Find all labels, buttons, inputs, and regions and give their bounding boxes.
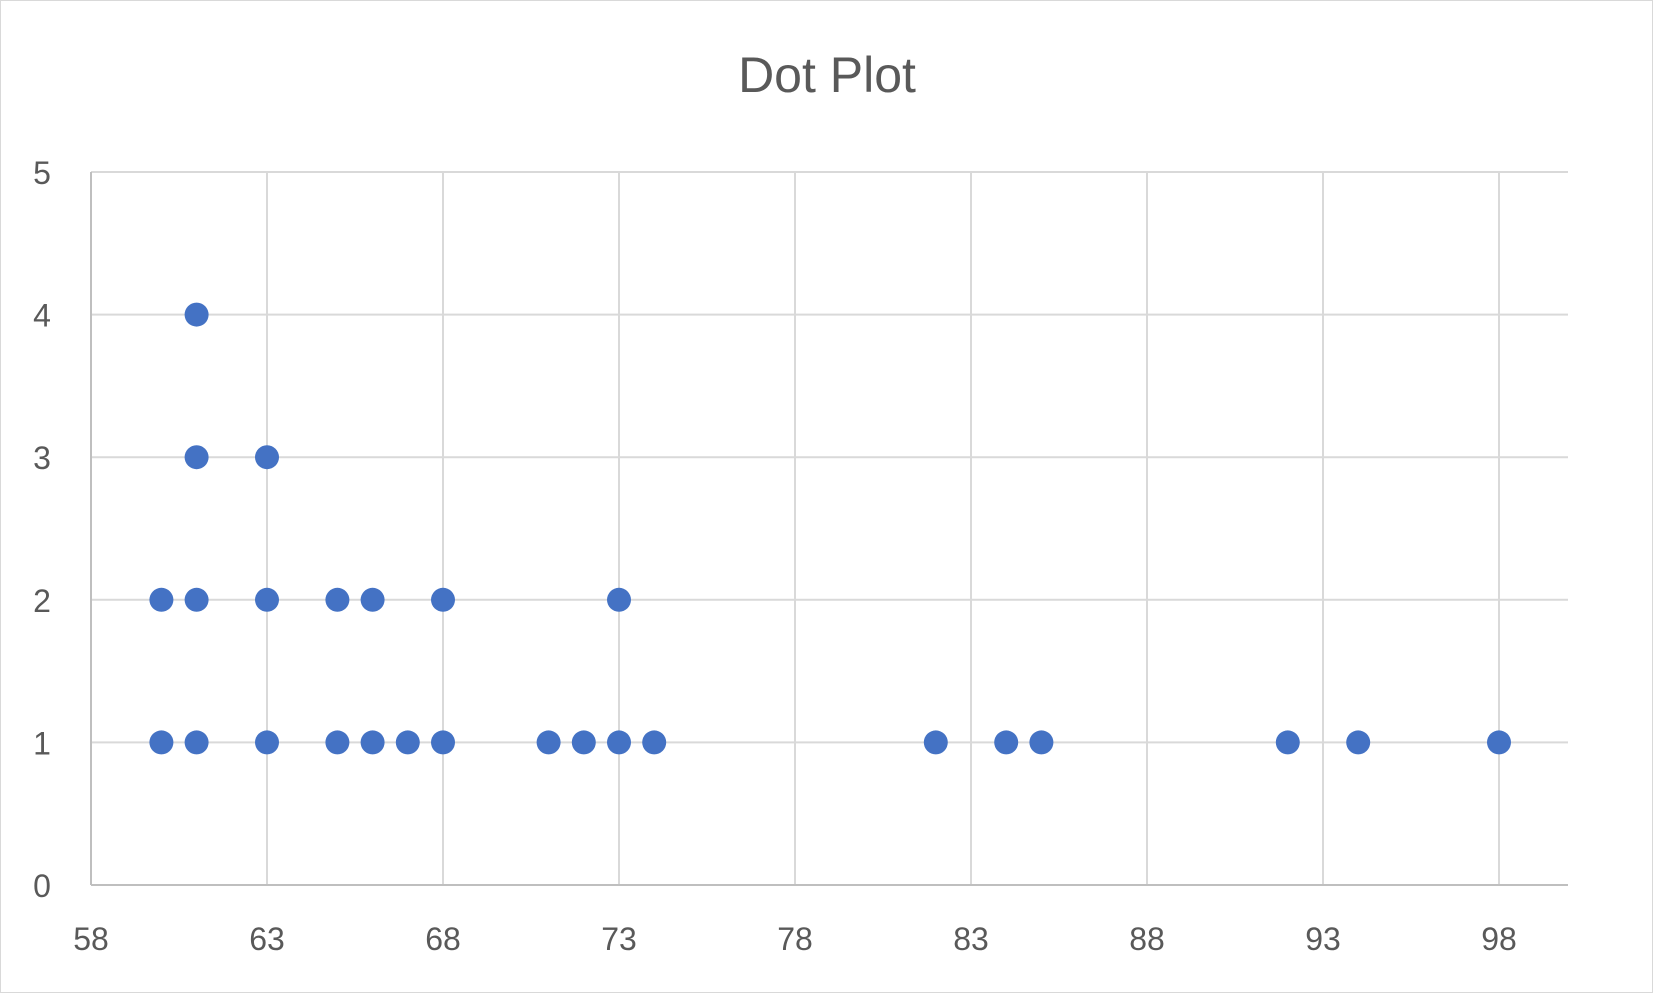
- data-point: [360, 730, 385, 755]
- data-point: [184, 587, 209, 612]
- x-tick-label: 73: [601, 921, 637, 957]
- data-point: [149, 587, 174, 612]
- y-tick-label: 0: [33, 868, 51, 904]
- y-tick-label: 3: [33, 440, 51, 476]
- data-point: [255, 445, 279, 470]
- x-tick-label: 88: [1129, 921, 1165, 957]
- x-tick-label: 83: [953, 921, 989, 957]
- data-point: [1487, 730, 1511, 755]
- data-point: [431, 587, 455, 612]
- data-point: [571, 730, 596, 755]
- y-tick-label: 5: [33, 155, 51, 191]
- data-point: [360, 587, 385, 612]
- data-point: [642, 730, 667, 755]
- x-tick-label: 78: [777, 921, 813, 957]
- tick-labels: 0 1 2 3 4 5 58 63 68 73 78 83 88 93 98: [33, 155, 1517, 957]
- data-point: [994, 730, 1019, 755]
- data-point: [1346, 730, 1371, 755]
- axes: [90, 172, 1568, 886]
- data-point: [1029, 730, 1054, 755]
- data-point: [255, 730, 279, 755]
- x-tick-label: 68: [425, 921, 461, 957]
- data-point: [536, 730, 561, 755]
- data-point: [1275, 730, 1300, 755]
- x-tick-label: 93: [1305, 921, 1341, 957]
- data-point: [607, 587, 631, 612]
- data-point: [607, 730, 631, 755]
- x-tick-label: 63: [249, 921, 285, 957]
- y-tick-label: 2: [33, 583, 51, 619]
- x-tick-label: 98: [1481, 921, 1517, 957]
- y-tick-label: 4: [33, 298, 51, 334]
- data-point: [325, 730, 350, 755]
- y-tick-label: 1: [33, 725, 51, 761]
- chart-title: Dot Plot: [738, 47, 916, 103]
- gridlines: [91, 171, 1568, 885]
- data-point: [184, 302, 209, 327]
- data-point: [184, 445, 209, 470]
- data-point: [395, 730, 420, 755]
- data-point: [325, 587, 350, 612]
- data-point: [255, 587, 279, 612]
- x-tick-label: 58: [73, 921, 109, 957]
- data-points: [149, 302, 1511, 755]
- data-point: [184, 730, 209, 755]
- data-point: [149, 730, 174, 755]
- data-point: [431, 730, 455, 755]
- data-point: [923, 730, 948, 755]
